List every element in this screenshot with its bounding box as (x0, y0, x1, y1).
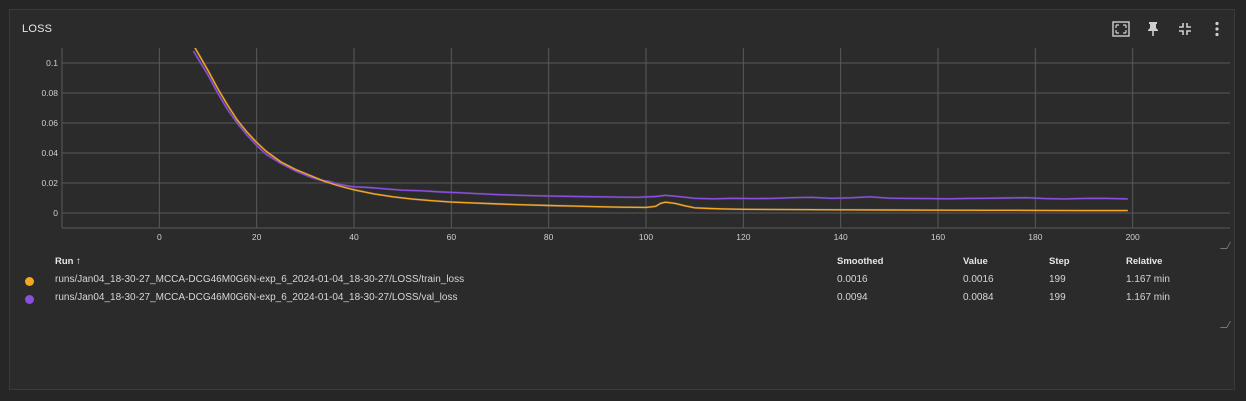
x-tick-label: 40 (349, 232, 359, 240)
x-tick-label: 100 (639, 232, 653, 240)
series-raw-line (193, 48, 1128, 212)
smoothed-value: 0.0016 (837, 274, 868, 285)
card-toolbar (1108, 18, 1230, 40)
header-relative: Relative (1126, 256, 1163, 267)
fit-to-data-button[interactable] (1108, 18, 1134, 40)
chart-resize-handle[interactable] (1219, 242, 1232, 249)
more-options-button[interactable] (1204, 18, 1230, 40)
x-tick-label: 200 (1126, 232, 1140, 240)
raw-value: 0.0084 (963, 292, 994, 303)
x-tick-label: 20 (252, 232, 262, 240)
header-run[interactable]: Run ↑ (55, 256, 81, 267)
raw-value: 0.0016 (963, 274, 994, 285)
x-tick-label: 180 (1028, 232, 1042, 240)
loss-chart[interactable]: 0 0.02 0.04 0.06 0.08 0.1 0 20 40 60 80 100 120 140 1… (10, 10, 1236, 240)
card-title: LOSS (22, 23, 53, 35)
scalar-card: LOSS (9, 9, 1235, 390)
train-loss-line (194, 48, 1128, 212)
x-tick-label: 60 (447, 232, 457, 240)
legend-row-train[interactable]: runs/Jan04_18-30-27_MCCA-DCG46M0G6N-exp_… (10, 271, 1236, 289)
series-layer (192, 48, 1128, 212)
run-name: runs/Jan04_18-30-27_MCCA-DCG46M0G6N-exp_… (55, 274, 465, 285)
step-value: 199 (1049, 292, 1066, 303)
x-tick-label: 0 (157, 232, 162, 240)
step-value: 199 (1049, 274, 1066, 285)
relative-time: 1.167 min (1126, 274, 1170, 285)
legend-resize-handle[interactable] (1219, 321, 1232, 328)
header-step: Step (1049, 256, 1070, 267)
collapse-icon (1178, 22, 1192, 36)
fit-to-data-icon (1112, 21, 1130, 37)
grid-layer (61, 48, 1230, 229)
collapse-button[interactable] (1172, 18, 1198, 40)
pin-button[interactable] (1140, 18, 1166, 40)
y-tick-label: 0.1 (46, 58, 58, 68)
y-tick-label: 0.08 (41, 88, 58, 98)
series-color-dot (25, 277, 34, 286)
x-tick-label: 120 (736, 232, 750, 240)
y-axis-ticks: 0 0.02 0.04 0.06 0.08 0.1 (41, 58, 58, 218)
legend-header: Run ↑ Smoothed Value Step Relative (10, 253, 1236, 271)
header-value: Value (963, 256, 988, 267)
series-raw-line (192, 50, 1128, 201)
x-tick-label: 140 (834, 232, 848, 240)
legend-table: Run ↑ Smoothed Value Step Relative runs/… (10, 253, 1236, 307)
y-tick-label: 0.04 (41, 148, 58, 158)
legend-row-val[interactable]: runs/Jan04_18-30-27_MCCA-DCG46M0G6N-exp_… (10, 289, 1236, 307)
x-axis-ticks: 0 20 40 60 80 100 120 140 160 180 200 (157, 232, 1140, 240)
pin-icon (1146, 21, 1160, 37)
series-color-dot (25, 295, 34, 304)
val-loss-line (192, 50, 1128, 200)
x-tick-label: 160 (931, 232, 945, 240)
y-tick-label: 0 (53, 208, 58, 218)
smoothed-value: 0.0094 (837, 292, 868, 303)
y-tick-label: 0.02 (41, 178, 58, 188)
relative-time: 1.167 min (1126, 292, 1170, 303)
y-tick-label: 0.06 (41, 118, 58, 128)
more-vert-icon (1214, 21, 1220, 37)
run-name: runs/Jan04_18-30-27_MCCA-DCG46M0G6N-exp_… (55, 292, 458, 303)
header-smoothed: Smoothed (837, 256, 884, 267)
x-tick-label: 80 (544, 232, 554, 240)
